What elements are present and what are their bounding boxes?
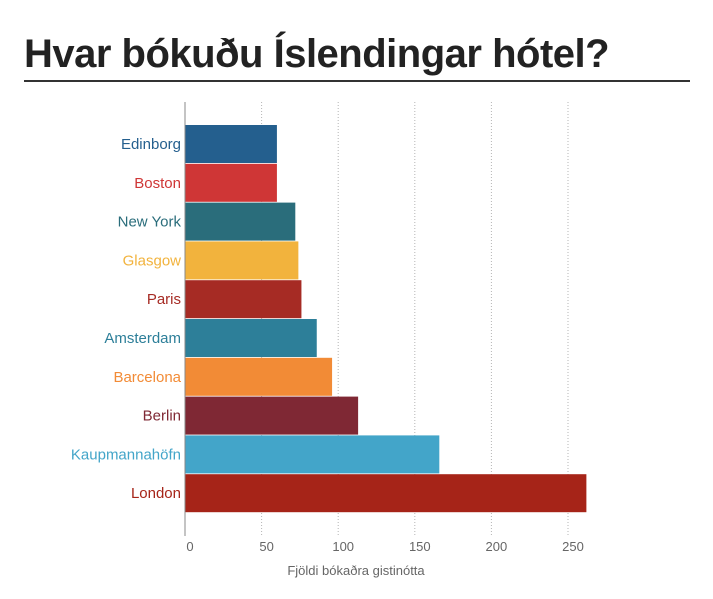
category-label: London bbox=[131, 485, 181, 502]
bar-london bbox=[185, 474, 587, 513]
bar-paris bbox=[185, 280, 302, 319]
x-tick-label: 50 bbox=[259, 539, 273, 554]
category-label: Paris bbox=[147, 291, 181, 308]
category-label: Berlin bbox=[143, 408, 181, 425]
x-axis-title: Fjöldi bókaðra gistinótta bbox=[287, 563, 425, 578]
category-label: Glasgow bbox=[123, 252, 182, 269]
category-label: Edinborg bbox=[121, 136, 181, 153]
bar-amsterdam bbox=[185, 319, 317, 357]
category-label: New York bbox=[118, 214, 182, 231]
category-label: Barcelona bbox=[113, 369, 181, 386]
bar-glasgow bbox=[185, 241, 299, 280]
x-tick-label: 0 bbox=[186, 539, 193, 554]
category-label: Amsterdam bbox=[104, 330, 181, 347]
category-label: Boston bbox=[134, 175, 181, 192]
category-label: Kaupmannahöfn bbox=[71, 446, 181, 463]
bar-berlin bbox=[185, 396, 359, 435]
bar-new-york bbox=[185, 202, 296, 241]
x-tick-label: 150 bbox=[409, 539, 431, 554]
x-tick-label: 100 bbox=[332, 539, 354, 554]
x-tick-label: 250 bbox=[562, 539, 584, 554]
title-divider bbox=[24, 80, 690, 82]
x-tick-label: 200 bbox=[486, 539, 508, 554]
bar-edinborg bbox=[185, 125, 277, 163]
bar-barcelona bbox=[185, 357, 333, 396]
bar-kaupmannah-fn bbox=[185, 435, 440, 474]
bar-boston bbox=[185, 163, 277, 202]
chart-title: Hvar bókuðu Íslendingar hótel? bbox=[24, 32, 610, 76]
